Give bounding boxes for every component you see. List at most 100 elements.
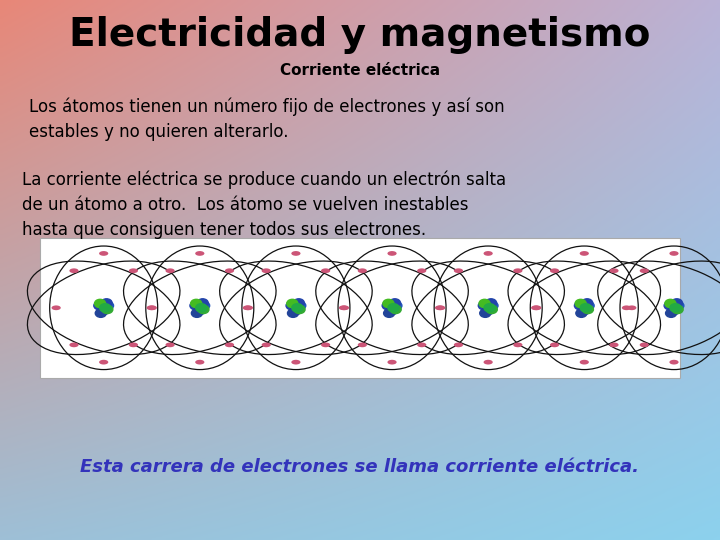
Ellipse shape [321, 268, 330, 273]
Text: La corriente eléctrica se produce cuando un electrón salta
de un átomo a otro.  : La corriente eléctrica se produce cuando… [22, 170, 505, 239]
Ellipse shape [580, 360, 589, 365]
Circle shape [482, 306, 494, 315]
Circle shape [287, 309, 299, 318]
Ellipse shape [639, 268, 649, 273]
Circle shape [672, 301, 684, 310]
Ellipse shape [550, 342, 559, 347]
Ellipse shape [622, 306, 631, 310]
Ellipse shape [292, 360, 300, 365]
Ellipse shape [627, 306, 636, 310]
Circle shape [479, 299, 490, 308]
Circle shape [575, 299, 586, 308]
Circle shape [668, 306, 680, 315]
Ellipse shape [513, 268, 523, 273]
Circle shape [391, 301, 402, 310]
Circle shape [102, 305, 113, 314]
Ellipse shape [417, 342, 426, 347]
Circle shape [292, 303, 303, 312]
Circle shape [192, 309, 202, 318]
Circle shape [102, 301, 114, 310]
Ellipse shape [148, 306, 157, 310]
Ellipse shape [454, 268, 463, 273]
Circle shape [480, 309, 491, 318]
Ellipse shape [339, 306, 348, 310]
Ellipse shape [436, 306, 445, 310]
Circle shape [293, 299, 305, 307]
Ellipse shape [454, 342, 463, 347]
Circle shape [94, 299, 106, 308]
Ellipse shape [387, 360, 397, 365]
Ellipse shape [531, 306, 540, 310]
Ellipse shape [243, 306, 252, 310]
Ellipse shape [261, 342, 271, 347]
Ellipse shape [435, 306, 444, 310]
Text: Electricidad y magnetismo: Electricidad y magnetismo [69, 16, 651, 54]
Circle shape [672, 305, 683, 314]
Circle shape [382, 301, 393, 310]
Circle shape [579, 306, 590, 315]
Ellipse shape [244, 306, 253, 310]
Ellipse shape [321, 342, 330, 347]
Ellipse shape [195, 360, 204, 365]
Circle shape [387, 306, 397, 315]
Ellipse shape [358, 342, 367, 347]
Circle shape [478, 301, 490, 310]
Circle shape [290, 306, 302, 315]
Circle shape [664, 301, 675, 310]
Ellipse shape [670, 360, 679, 365]
Ellipse shape [387, 251, 397, 256]
Ellipse shape [609, 268, 618, 273]
Circle shape [670, 303, 681, 312]
Circle shape [390, 299, 400, 307]
Ellipse shape [225, 342, 234, 347]
Circle shape [287, 299, 298, 308]
Ellipse shape [129, 342, 138, 347]
Ellipse shape [358, 268, 367, 273]
Circle shape [576, 309, 587, 318]
Ellipse shape [670, 251, 679, 256]
Ellipse shape [166, 342, 175, 347]
Circle shape [197, 299, 208, 307]
Circle shape [671, 299, 683, 307]
Circle shape [98, 306, 109, 315]
Circle shape [582, 299, 593, 307]
Ellipse shape [99, 251, 108, 256]
Circle shape [487, 301, 498, 310]
Circle shape [582, 305, 593, 314]
Ellipse shape [292, 251, 300, 256]
Ellipse shape [532, 306, 541, 310]
Circle shape [485, 299, 497, 307]
Circle shape [191, 299, 202, 308]
Ellipse shape [484, 360, 492, 365]
Ellipse shape [69, 268, 78, 273]
Circle shape [583, 301, 594, 310]
Circle shape [383, 299, 394, 308]
Ellipse shape [261, 268, 271, 273]
Text: Los átomos tienen un número fijo de electrones y así son
estables y no quieren a: Los átomos tienen un número fijo de elec… [29, 97, 505, 141]
Ellipse shape [99, 360, 108, 365]
Ellipse shape [417, 268, 426, 273]
Ellipse shape [340, 306, 349, 310]
Circle shape [99, 303, 111, 312]
Circle shape [575, 301, 585, 310]
Ellipse shape [52, 306, 60, 310]
Circle shape [101, 299, 112, 307]
Text: Esta carrera de electrones se llama corriente eléctrica.: Esta carrera de electrones se llama corr… [81, 458, 639, 476]
Ellipse shape [69, 342, 78, 347]
Ellipse shape [580, 251, 589, 256]
Circle shape [580, 303, 591, 312]
Circle shape [388, 303, 399, 312]
Circle shape [484, 303, 495, 312]
Ellipse shape [225, 268, 234, 273]
Circle shape [486, 305, 498, 314]
Ellipse shape [147, 306, 156, 310]
Circle shape [194, 306, 205, 315]
Circle shape [665, 309, 677, 318]
Circle shape [198, 305, 209, 314]
Ellipse shape [129, 268, 138, 273]
FancyBboxPatch shape [40, 238, 680, 378]
Ellipse shape [639, 342, 649, 347]
Circle shape [294, 305, 305, 314]
Ellipse shape [513, 342, 523, 347]
Circle shape [190, 301, 201, 310]
